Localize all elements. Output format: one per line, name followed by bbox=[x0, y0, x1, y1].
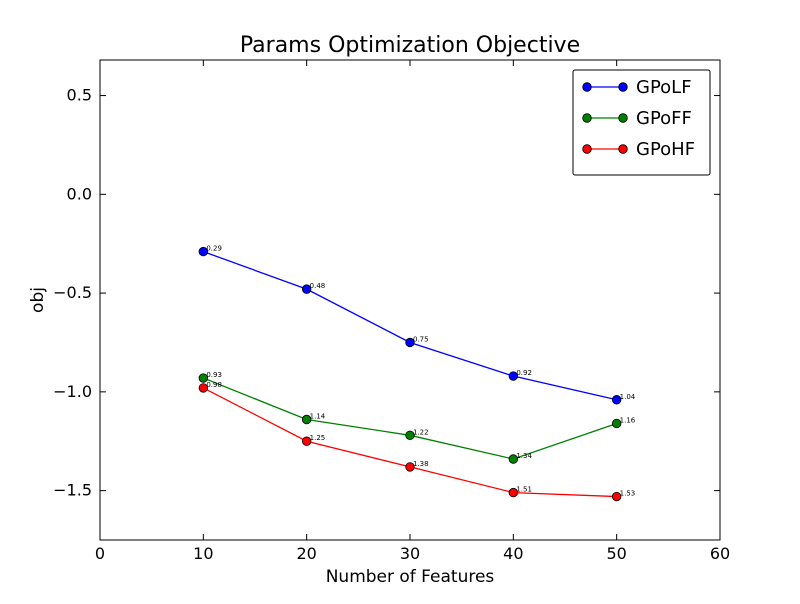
data-point bbox=[508, 371, 519, 381]
legend-marker bbox=[618, 144, 628, 154]
data-point bbox=[611, 491, 622, 502]
x-tick-label: 0 bbox=[95, 544, 105, 563]
x-tick-label: 20 bbox=[296, 544, 316, 563]
data-point bbox=[198, 246, 209, 257]
legend-marker bbox=[582, 113, 592, 123]
data-label: 1.51 bbox=[516, 486, 532, 494]
series-line-GPoHF bbox=[203, 387, 617, 498]
plot-area: 0 10 20 30 40 50 60 0.5 0.0 −0.5 −1.0 −1.5 0.29 0.48 0… bbox=[53, 59, 730, 563]
legend-marker bbox=[618, 82, 628, 92]
legend-marker bbox=[582, 144, 592, 154]
data-point bbox=[405, 337, 415, 348]
data-point bbox=[611, 395, 622, 405]
legend-marker bbox=[618, 113, 628, 123]
legend: GPoLF GPoFF GPoHF bbox=[572, 69, 711, 176]
y-axis-label: obj bbox=[28, 287, 48, 313]
x-tick-label: 50 bbox=[606, 544, 626, 563]
data-label: 0.48 bbox=[310, 282, 326, 290]
x-tick-label: 40 bbox=[503, 544, 523, 563]
data-label: 0.75 bbox=[413, 335, 429, 343]
data-label: 0.98 bbox=[206, 381, 222, 389]
chart-title: Params Optimization Objective bbox=[240, 33, 580, 58]
data-point bbox=[301, 284, 312, 294]
series-line-GPoLF bbox=[203, 250, 617, 401]
y-tick-label: −1.5 bbox=[53, 481, 92, 500]
legend-label: GPoHF bbox=[636, 139, 695, 160]
x-tick-label: 30 bbox=[400, 544, 420, 563]
y-tick-label: −0.5 bbox=[53, 283, 92, 302]
y-tick-label: −1.0 bbox=[53, 382, 92, 401]
data-point bbox=[198, 383, 209, 393]
data-label: 1.38 bbox=[413, 460, 429, 468]
data-point bbox=[508, 487, 519, 498]
data-point bbox=[301, 436, 312, 446]
data-point bbox=[405, 462, 415, 472]
plot-frame bbox=[99, 59, 721, 541]
data-point bbox=[508, 454, 519, 464]
x-tick-label: 10 bbox=[193, 544, 213, 563]
x-tick-label: 60 bbox=[710, 544, 730, 563]
data-point bbox=[301, 414, 312, 425]
series-line-GPoFF bbox=[203, 377, 617, 460]
data-label: 1.53 bbox=[620, 490, 636, 498]
data-label: 1.04 bbox=[620, 393, 636, 401]
data-point bbox=[405, 430, 415, 441]
data-label: 1.34 bbox=[516, 452, 532, 460]
data-label: 0.93 bbox=[206, 371, 222, 379]
data-label: 1.22 bbox=[413, 428, 429, 436]
y-tick-label: 0.5 bbox=[67, 86, 92, 105]
data-label: 0.92 bbox=[516, 369, 532, 377]
legend-label: GPoLF bbox=[636, 77, 692, 98]
legend-label: GPoFF bbox=[636, 108, 692, 129]
data-point bbox=[198, 373, 209, 383]
data-label: 1.16 bbox=[620, 416, 636, 424]
x-axis-label: Number of Features bbox=[326, 567, 495, 587]
data-label: 0.29 bbox=[206, 245, 222, 253]
data-point bbox=[611, 418, 622, 429]
data-label: 1.25 bbox=[310, 434, 326, 442]
legend-marker bbox=[582, 82, 592, 92]
data-label: 1.14 bbox=[310, 413, 326, 421]
y-tick-label: 0.0 bbox=[67, 184, 92, 203]
